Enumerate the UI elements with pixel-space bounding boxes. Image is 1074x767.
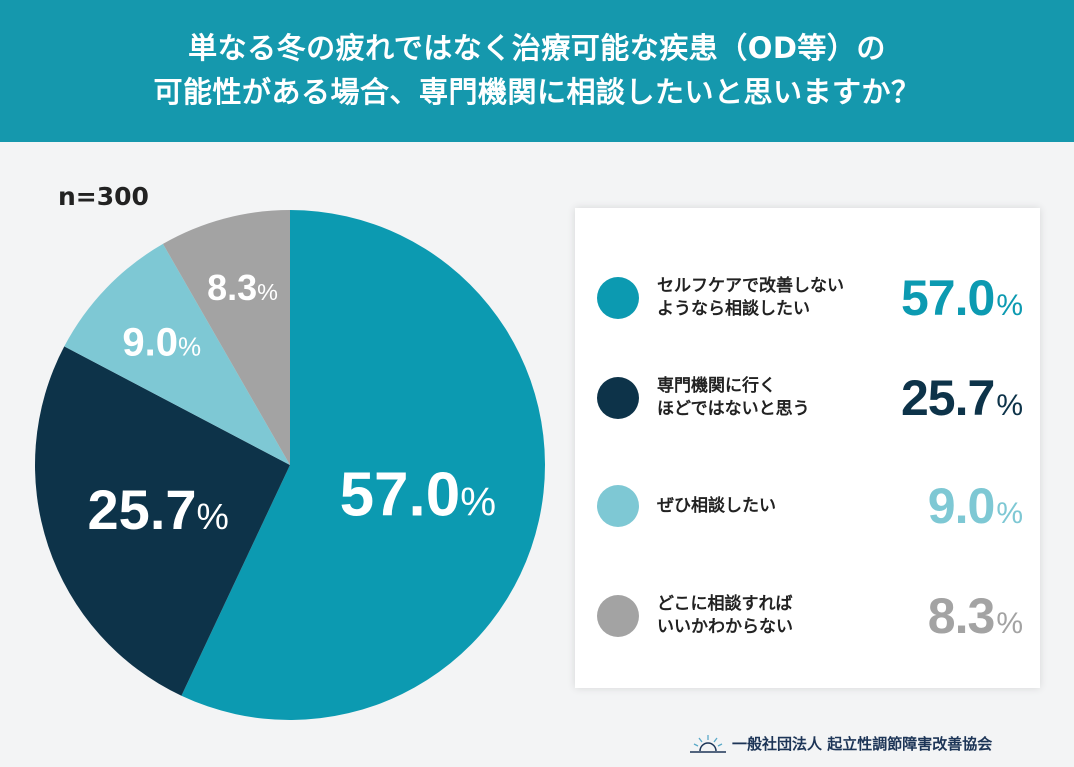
pie-slice xyxy=(162,210,290,465)
sample-size: n=300 xyxy=(58,182,149,211)
title-line-2: 可能性がある場合、専門機関に相談したいと思いますか？ xyxy=(153,75,921,109)
pie-chart: 57.0% 25.7% 9.0%8.3% xyxy=(35,210,546,721)
legend-label: 専門機関に行く ほどではないと思う xyxy=(657,376,810,419)
legend-value: 57.0% xyxy=(900,270,1023,326)
legend-label: どこに相談すれば いいかわからない xyxy=(657,594,793,637)
legend-swatch xyxy=(597,485,639,527)
legend-item: 専門機関に行く ほどではないと思う 25.7% xyxy=(597,358,1023,438)
legend-swatch xyxy=(597,595,639,637)
slice-label: 9.0% xyxy=(122,321,201,365)
legend-item: セルフケアで改善しない ようなら相談したい 57.0% xyxy=(597,258,1023,338)
legend-label: ぜひ相談したい xyxy=(657,495,776,516)
legend-label: セルフケアで改善しない ようなら相談したい xyxy=(657,276,844,319)
slice-label: 8.3% xyxy=(207,267,278,308)
legend-value: 8.3% xyxy=(927,588,1023,644)
pie-slice xyxy=(64,243,290,465)
legend-item: ぜひ相談したい 9.0% xyxy=(597,466,1023,546)
sunrise-icon xyxy=(690,734,726,753)
title-line-1: 単なる冬の疲れではなく治療可能な疾患（OD等）の xyxy=(188,31,886,65)
slice-label: 25.7% xyxy=(88,478,229,541)
organization-logo: 一般社団法人 起立性調節障害改善協会 xyxy=(690,733,992,754)
legend-swatch xyxy=(597,377,639,419)
pie-slice xyxy=(35,346,290,696)
slice-label: 57.0% xyxy=(340,460,497,529)
legend-value: 25.7% xyxy=(900,370,1023,426)
legend-item: どこに相談すれば いいかわからない 8.3% xyxy=(597,576,1023,656)
chart-title: 単なる冬の疲れではなく治療可能な疾患（OD等）の 可能性がある場合、専門機関に相… xyxy=(0,0,1074,142)
legend: セルフケアで改善しない ようなら相談したい 57.0% 専門機関に行く ほどではない… xyxy=(575,208,1040,688)
legend-swatch xyxy=(597,277,639,319)
organization-name: 一般社団法人 起立性調節障害改善協会 xyxy=(732,735,993,753)
legend-value: 9.0% xyxy=(927,478,1023,534)
pie-slice xyxy=(181,210,546,721)
